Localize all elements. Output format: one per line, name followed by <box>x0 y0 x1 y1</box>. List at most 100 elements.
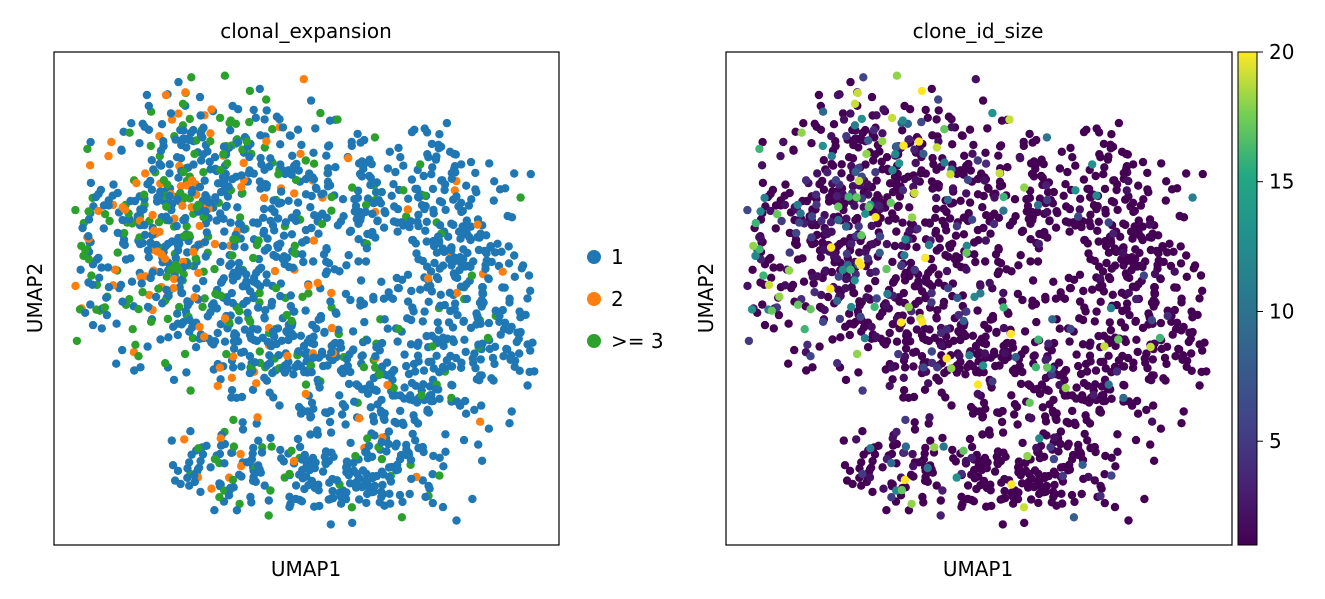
point-3 <box>287 316 296 326</box>
point-1 <box>113 188 122 198</box>
point-clone-size <box>749 241 758 251</box>
point-1 <box>426 281 435 290</box>
point-clone-size <box>839 436 848 445</box>
panel1-points <box>71 71 539 529</box>
point-3 <box>125 128 134 137</box>
point-clone-size <box>1149 456 1159 465</box>
point-1 <box>266 154 275 163</box>
point-1 <box>331 163 340 172</box>
point-clone-size <box>1038 173 1048 182</box>
point-3 <box>266 486 275 495</box>
point-clone-size <box>1061 383 1070 393</box>
point-clone-size <box>1064 419 1074 428</box>
point-1 <box>164 291 173 301</box>
point-clone-size <box>1032 135 1041 145</box>
point-clone-size <box>1096 491 1105 501</box>
point-clone-size <box>1020 346 1030 355</box>
point-clone-size <box>991 361 1000 371</box>
point-1 <box>139 205 148 214</box>
point-1 <box>403 314 412 323</box>
point-clone-size <box>1016 470 1025 480</box>
point-1 <box>96 185 106 195</box>
point-clone-size <box>889 277 899 286</box>
point-clone-size <box>936 496 945 505</box>
point-clone-size <box>927 347 936 356</box>
point-clone-size <box>795 218 804 227</box>
point-clone-size <box>1046 443 1055 452</box>
point-1 <box>338 195 348 204</box>
point-1 <box>352 380 361 389</box>
point-1 <box>281 218 290 227</box>
point-3 <box>467 271 477 280</box>
point-1 <box>408 429 417 439</box>
point-clone-size <box>888 257 897 267</box>
point-clone-size <box>1081 307 1090 316</box>
point-1 <box>287 213 296 222</box>
point-clone-size <box>1176 259 1186 268</box>
point-clone-size <box>875 147 884 156</box>
point-1 <box>118 215 127 225</box>
point-1 <box>393 465 403 474</box>
point-clone-size <box>833 90 843 100</box>
point-1 <box>143 246 153 255</box>
point-2 <box>189 247 198 257</box>
point-clone-size <box>925 325 934 334</box>
point-1 <box>423 150 432 159</box>
point-1 <box>121 255 131 264</box>
point-1 <box>269 393 278 402</box>
point-clone-size <box>1043 363 1052 372</box>
point-clone-size <box>818 317 828 326</box>
point-1 <box>165 191 174 201</box>
point-1 <box>379 413 388 423</box>
point-1 <box>515 366 524 375</box>
point-1 <box>252 419 261 428</box>
point-clone-size <box>1008 499 1018 508</box>
point-clone-size <box>941 250 950 260</box>
point-clone-size <box>1007 391 1016 400</box>
point-clone-size <box>1028 276 1038 285</box>
point-1 <box>372 343 381 352</box>
point-clone-size <box>847 239 856 248</box>
point-1 <box>365 155 374 164</box>
point-1 <box>284 196 293 205</box>
point-clone-size <box>1051 223 1061 232</box>
point-clone-size <box>755 144 764 154</box>
point-clone-size <box>995 169 1004 178</box>
point-3 <box>290 248 299 257</box>
point-clone-size <box>1011 212 1020 221</box>
point-clone-size <box>1035 194 1045 203</box>
point-clone-size <box>1064 273 1074 283</box>
point-clone-size <box>809 279 818 288</box>
point-3 <box>264 511 273 520</box>
point-clone-size <box>829 120 839 129</box>
point-clone-size <box>865 473 875 482</box>
point-1 <box>102 310 112 320</box>
point-1 <box>309 175 319 184</box>
point-1 <box>394 143 403 153</box>
point-clone-size <box>1122 186 1132 195</box>
point-clone-size <box>961 370 970 379</box>
point-clone-size <box>1128 234 1137 243</box>
point-clone-size <box>1070 497 1079 507</box>
point-1 <box>427 357 436 366</box>
point-1 <box>361 384 370 394</box>
point-1 <box>216 257 225 267</box>
point-clone-size <box>940 125 949 134</box>
point-2 <box>178 201 187 210</box>
point-clone-size <box>1079 175 1089 184</box>
point-3 <box>190 149 199 159</box>
point-clone-size <box>909 472 918 481</box>
point-1 <box>348 327 358 336</box>
point-1 <box>183 473 192 482</box>
point-clone-size <box>959 213 968 222</box>
point-1 <box>245 352 255 361</box>
point-1 <box>362 336 372 345</box>
point-clone-size <box>978 412 988 421</box>
point-1 <box>472 188 481 197</box>
point-clone-size <box>758 137 767 147</box>
point-clone-size <box>1018 226 1028 235</box>
point-clone-size <box>859 450 868 459</box>
point-clone-size <box>1052 207 1061 216</box>
point-1 <box>484 424 494 433</box>
point-1 <box>411 381 420 390</box>
